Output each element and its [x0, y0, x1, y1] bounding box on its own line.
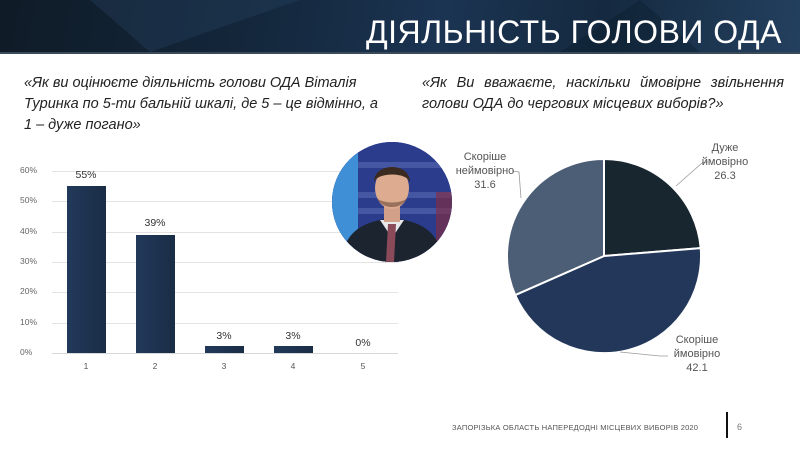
- bar: [274, 346, 313, 353]
- y-tick: 50%: [20, 195, 38, 205]
- x-tick: 1: [83, 361, 89, 371]
- portrait-image: [332, 142, 452, 262]
- question-right: «Як Ви вважаєте, наскільки ймовірне звіл…: [422, 75, 784, 112]
- label-line: Скоріше: [463, 151, 507, 163]
- gridline: [52, 201, 398, 202]
- page-number: 6: [737, 422, 743, 432]
- gridline: [52, 323, 398, 324]
- x-tick: 2: [152, 361, 158, 371]
- bar-value-label: 3%: [216, 330, 232, 342]
- pie-label-rather-likely: Скоріше ймовірно 42.1: [664, 333, 730, 375]
- gridline: [52, 232, 398, 233]
- header-banner: ДІЯЛЬНІСТЬ ГОЛОВИ ОДА: [0, 0, 800, 52]
- bar-value-label: 3%: [285, 330, 301, 342]
- page-title: ДІЯЛЬНІСТЬ ГОЛОВИ ОДА: [365, 14, 782, 50]
- x-tick: 4: [290, 361, 296, 371]
- label-line: неймовірно: [455, 165, 515, 177]
- pie-label-very-likely: Дуже ймовірно 26.3: [700, 141, 750, 183]
- label-value: 42.1: [686, 362, 708, 374]
- header-divider: [0, 52, 800, 54]
- pie-label-rather-unlikely: Скоріше неймовірно 31.6: [450, 150, 520, 192]
- y-tick: 60%: [20, 165, 38, 175]
- label-line: Дуже: [711, 142, 739, 154]
- bar: [67, 186, 106, 353]
- pie-slice-very-likely: [603, 157, 702, 258]
- x-tick: 3: [221, 361, 227, 371]
- label-value: 31.6: [474, 179, 496, 191]
- footer-divider: [726, 412, 728, 438]
- label-line: ймовірно: [673, 348, 721, 360]
- bar-value-label: 0%: [355, 337, 371, 349]
- x-tick: 5: [360, 361, 366, 371]
- bar-value-label: 55%: [75, 169, 97, 181]
- label-line: Скоріше: [675, 334, 719, 346]
- header-decor: [560, 0, 700, 52]
- gridline: [52, 171, 398, 172]
- label-value: 26.3: [714, 170, 736, 182]
- gridline: [52, 262, 398, 263]
- y-tick: 10%: [20, 317, 38, 327]
- bar-value-label: 39%: [144, 217, 166, 229]
- bar-chart: 60% 50% 40% 30% 20% 10% 0% 55% 39% 3% 3%…: [0, 150, 410, 380]
- header-decor: [90, 0, 300, 52]
- bar: [205, 346, 244, 353]
- y-tick: 30%: [20, 256, 38, 266]
- x-axis: [52, 353, 398, 354]
- footer-caption: ЗАПОРІЗЬКА ОБЛАСТЬ НАПЕРЕДОДНІ МІСЦЕВИХ …: [452, 423, 699, 432]
- label-line: ймовірно: [701, 156, 749, 168]
- question-left: «Як ви оцінюєте діяльність голови ОДА Ві…: [24, 75, 378, 133]
- bar: [136, 235, 175, 353]
- official-portrait: [332, 142, 452, 262]
- y-tick: 40%: [20, 226, 38, 236]
- pie-slice-rather-unlikely: [505, 157, 605, 297]
- y-tick: 20%: [20, 286, 38, 296]
- gridline: [52, 292, 398, 293]
- y-tick: 0%: [20, 347, 33, 357]
